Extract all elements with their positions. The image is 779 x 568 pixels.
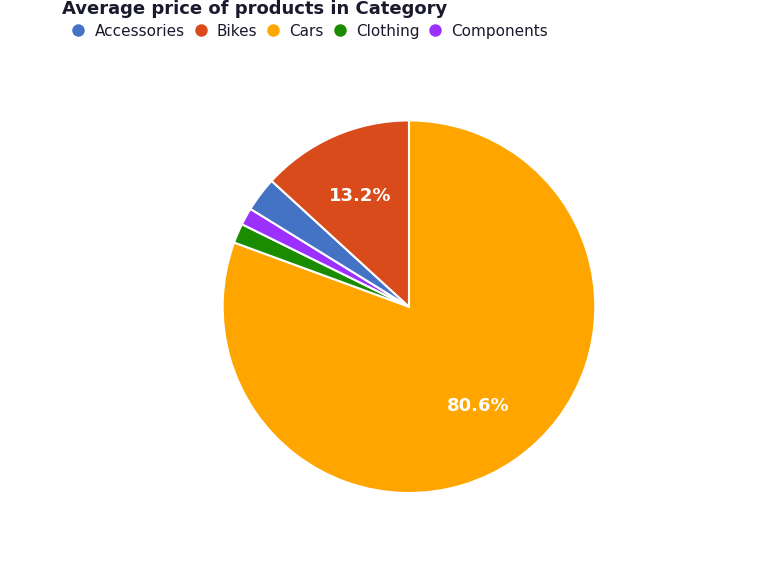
Text: 80.6%: 80.6%	[447, 397, 509, 415]
Text: 13.2%: 13.2%	[329, 187, 391, 205]
Wedge shape	[234, 224, 409, 307]
Wedge shape	[242, 209, 409, 307]
Wedge shape	[272, 120, 409, 307]
Legend: Accessories, Bikes, Cars, Clothing, Components: Accessories, Bikes, Cars, Clothing, Comp…	[70, 19, 552, 43]
Wedge shape	[250, 181, 409, 307]
Text: Average price of products in Category: Average price of products in Category	[62, 0, 448, 18]
Wedge shape	[223, 120, 595, 493]
